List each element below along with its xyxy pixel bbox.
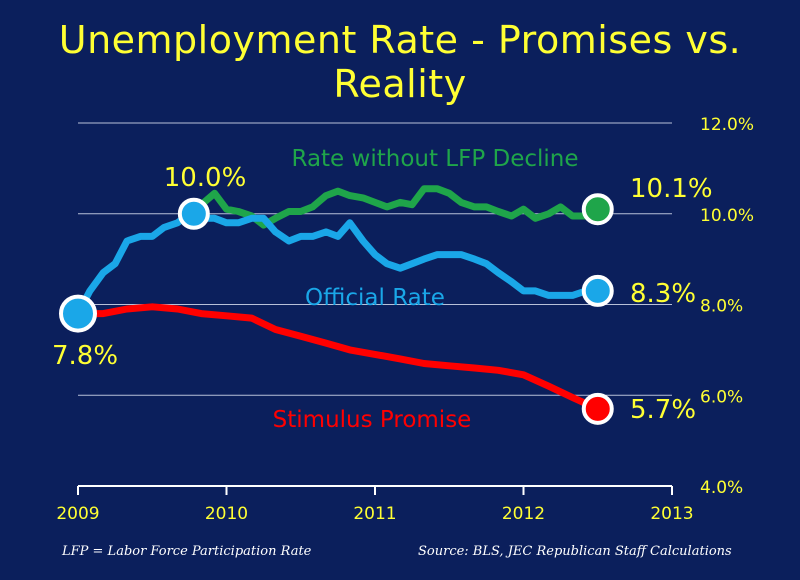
x-tick-label: 2013 [650, 504, 693, 524]
footnote-lfp: LFP = Labor Force Participation Rate [62, 544, 312, 559]
y-tick-label: 8.0% [700, 297, 743, 317]
series-label-layer: Rate without LFP Decline Official Rate Sti… [273, 146, 579, 433]
x-tick-label: 2010 [205, 504, 248, 524]
stimulus-end-value-label: 5.7% [630, 395, 696, 425]
x-tick-label: 2009 [56, 504, 99, 524]
axis-layer: 4.0% 6.0% 8.0% 10.0% 12.0% 2009 2010 2011 2012 20… [56, 115, 754, 524]
peak-value-label: 10.0% [164, 163, 247, 193]
footnote-source: Source: BLS, JEC Republican Staff Calcul… [418, 544, 732, 559]
lfp-end-value-label: 10.1% [630, 174, 713, 204]
official-end-value-label: 8.3% [630, 279, 696, 309]
marker-layer: 7.8% 10.0% 10.1% 8.3% 5.7% [52, 163, 713, 425]
peak-marker [177, 197, 210, 230]
stimulus-series-line [74, 303, 602, 413]
stimulus-series-label: Stimulus Promise [273, 407, 472, 433]
y-tick-label: 10.0% [700, 206, 754, 226]
official-series-line [74, 210, 602, 318]
chart-title: Unemployment Rate - Promises vs. Reality [58, 18, 742, 106]
lfp-series-label: Rate without LFP Decline [291, 146, 578, 172]
lfp-end-marker [581, 193, 614, 226]
y-tick-label: 12.0% [700, 115, 754, 135]
start-marker [59, 294, 97, 333]
series-layer [74, 185, 602, 413]
y-tick-label: 6.0% [700, 387, 743, 407]
x-tick-label: 2011 [353, 504, 396, 524]
official-series-label: Official Rate [305, 285, 445, 311]
stimulus-end-marker [581, 392, 614, 425]
x-tick-label: 2012 [502, 504, 545, 524]
y-tick-label: 4.0% [700, 478, 743, 498]
official-end-marker [581, 274, 614, 307]
start-value-label: 7.8% [52, 341, 118, 371]
